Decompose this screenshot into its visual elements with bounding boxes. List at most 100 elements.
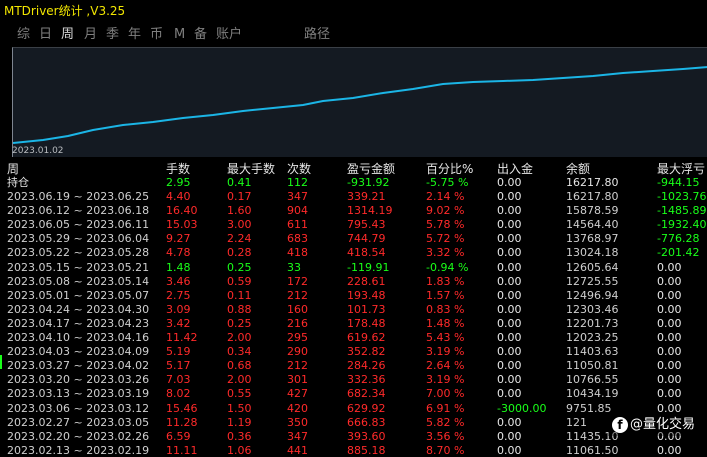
cell-pnl: 284.26 <box>347 359 386 373</box>
cell-count: 295 <box>287 331 308 344</box>
cell-week: 2023.05.01 ~ 2023.05.07 <box>7 288 150 302</box>
table-row[interactable]: 2023.02.27 ~ 2023.03.05 11.28 1.19 350 666.8… <box>0 416 707 429</box>
cell-balance: 11403.63 <box>566 345 619 359</box>
cell-week: 2023.05.15 ~ 2023.05.21 <box>7 260 150 274</box>
cell-lots: 3.09 <box>166 302 191 316</box>
cell-count: 904 <box>287 204 308 218</box>
cell-pnl: -119.91 <box>347 260 390 274</box>
tab-quarter[interactable]: 季 <box>106 27 120 42</box>
table-row[interactable]: 2023.05.08 ~ 2023.05.14 3.46 0.59 172 228.61… <box>0 275 707 288</box>
header-flow: 出入金 <box>497 162 534 176</box>
tab-account[interactable]: 账户 <box>216 27 243 42</box>
cell-percent: 5.78 % <box>426 218 465 232</box>
tab-month[interactable]: 月 <box>84 27 98 42</box>
holding-row[interactable]: 持仓 2.95 0.41 112 -931.92 -5.75 % 0.00 16… <box>0 176 707 189</box>
cell-pnl: 332.36 <box>347 373 386 387</box>
cell-balance: 15878.59 <box>566 204 619 218</box>
header-balance: 余额 <box>566 162 591 176</box>
cell-max-lots: 2.00 <box>227 331 252 344</box>
cell-count: 172 <box>287 274 308 288</box>
tab-bar: 综 日 周 月 季 年 币 M 备 账户 路径 <box>0 24 707 46</box>
table-row[interactable]: 2023.04.10 ~ 2023.04.16 11.42 2.00 295 619.6… <box>0 331 707 344</box>
cell-pnl: 178.48 <box>347 316 386 330</box>
cell-flow: 0.00 <box>497 302 522 316</box>
cell-count: 160 <box>287 302 308 316</box>
cell-max-lots: 1.06 <box>227 443 252 457</box>
cell-max-float: 0.00 <box>657 429 682 443</box>
cell-percent: 9.02 % <box>426 204 465 218</box>
tab-summary[interactable]: 综 <box>17 27 31 42</box>
cell-week: 2023.03.20 ~ 2023.03.26 <box>7 373 150 387</box>
cell-balance: 12023.25 <box>566 331 619 344</box>
cell-lots: 2.75 <box>166 288 191 302</box>
cell-percent: 3.56 % <box>426 429 465 443</box>
cell-max-float: 0.00 <box>657 401 682 415</box>
cell-pnl: 393.60 <box>347 429 386 443</box>
watermark-text: @量化交易 <box>629 417 695 432</box>
cell-max-lots: 1.50 <box>227 401 252 415</box>
cell-percent: 1.57 % <box>426 288 465 302</box>
tab-path[interactable]: 路径 <box>304 27 331 42</box>
table-row[interactable]: 2023.03.13 ~ 2023.03.19 8.02 0.55 427 682.34… <box>0 387 707 400</box>
cell-max-lots: 2.00 <box>227 373 252 387</box>
cell-count: 290 <box>287 345 308 359</box>
cell-week: 2023.05.08 ~ 2023.05.14 <box>7 274 150 288</box>
tab-week[interactable]: 周 <box>61 27 75 42</box>
table-row[interactable]: 2023.06.05 ~ 2023.06.11 15.03 3.00 611 795.4… <box>0 218 707 231</box>
cell-pnl: 352.82 <box>347 345 386 359</box>
cell-flow: 0.00 <box>497 218 522 232</box>
table-row[interactable]: 2023.04.03 ~ 2023.04.09 5.19 0.34 290 352.82… <box>0 345 707 358</box>
cell-max-lots: 0.68 <box>227 359 252 373</box>
table-row[interactable]: 2023.04.17 ~ 2023.04.23 3.42 0.25 216 178.48… <box>0 317 707 330</box>
table-row[interactable]: 2023.05.22 ~ 2023.05.28 4.78 0.28 418 418.54… <box>0 246 707 259</box>
table-row[interactable]: 2023.06.19 ~ 2023.06.25 4.40 0.17 347 339.21… <box>0 190 707 203</box>
cell-week: 2023.02.20 ~ 2023.02.26 <box>7 429 150 443</box>
cell-count: 212 <box>287 288 308 302</box>
cell-max-float: 0.00 <box>657 331 682 344</box>
tab-m[interactable]: M <box>174 27 186 42</box>
cell-pnl: 885.18 <box>347 443 386 457</box>
cell-week: 2023.06.05 ~ 2023.06.11 <box>7 218 150 232</box>
table-row[interactable]: 2023.06.12 ~ 2023.06.18 16.40 1.60 904 1314.… <box>0 204 707 217</box>
cell-pnl: 418.54 <box>347 246 386 260</box>
tab-day[interactable]: 日 <box>39 27 53 42</box>
cell-flow: 0.00 <box>497 373 522 387</box>
window-title-bar: MTDriver统计 ,V3.25 <box>0 0 707 22</box>
tab-notes[interactable]: 备 <box>194 27 208 42</box>
table-row[interactable]: 2023.03.06 ~ 2023.03.12 15.46 1.50 420 629.9… <box>0 402 707 415</box>
cell-week: 2023.03.06 ~ 2023.03.12 <box>7 401 150 415</box>
cell-flow: 0.00 <box>497 204 522 218</box>
cell-flow: 0.00 <box>497 274 522 288</box>
table-row[interactable]: 2023.02.13 ~ 2023.02.19 11.11 1.06 441 885.1… <box>0 444 707 457</box>
cell-lots: 3.46 <box>166 274 191 288</box>
cell-balance: 10766.55 <box>566 373 619 387</box>
table-row[interactable]: 2023.05.01 ~ 2023.05.07 2.75 0.11 212 193.48… <box>0 289 707 302</box>
table-row[interactable]: 2023.03.27 ~ 2023.04.02 5.17 0.68 212 284.26… <box>0 359 707 372</box>
cell-percent: 7.00 % <box>426 387 465 401</box>
cell-max-float: 0.00 <box>657 316 682 330</box>
cell-count: 112 <box>287 176 308 189</box>
tab-currency[interactable]: 币 <box>150 27 164 42</box>
cell-lots: 5.17 <box>166 359 191 373</box>
cell-week: 2023.02.27 ~ 2023.03.05 <box>7 415 150 429</box>
table-row[interactable]: 2023.02.20 ~ 2023.02.26 6.59 0.36 347 393.60… <box>0 430 707 443</box>
table-row[interactable]: 2023.04.24 ~ 2023.04.30 3.09 0.88 160 101.73… <box>0 303 707 316</box>
cell-max-lots: 0.28 <box>227 246 252 260</box>
cell-count: 427 <box>287 387 308 401</box>
cell-count: 212 <box>287 359 308 373</box>
table-row[interactable]: 2023.05.29 ~ 2023.06.04 9.27 2.24 683 744.79… <box>0 232 707 245</box>
cell-balance: 13768.97 <box>566 232 619 246</box>
cell-max-lots: 0.59 <box>227 274 252 288</box>
row-marker <box>0 355 2 369</box>
cell-flow: 0.00 <box>497 415 522 429</box>
cell-pnl: 339.21 <box>347 190 386 203</box>
tab-year[interactable]: 年 <box>128 27 142 42</box>
cell-pnl: 101.73 <box>347 302 386 316</box>
cell-max-float: 0.00 <box>657 288 682 302</box>
table-row[interactable]: 2023.03.20 ~ 2023.03.26 7.03 2.00 301 332.36… <box>0 373 707 386</box>
cell-week: 2023.04.17 ~ 2023.04.23 <box>7 316 150 330</box>
cell-flow: 0.00 <box>497 359 522 373</box>
cell-max-float: 0.00 <box>657 302 682 316</box>
table-row[interactable]: 2023.05.15 ~ 2023.05.21 1.48 0.25 33 -119.91… <box>0 261 707 274</box>
cell-balance: 11435.10 <box>566 429 619 443</box>
